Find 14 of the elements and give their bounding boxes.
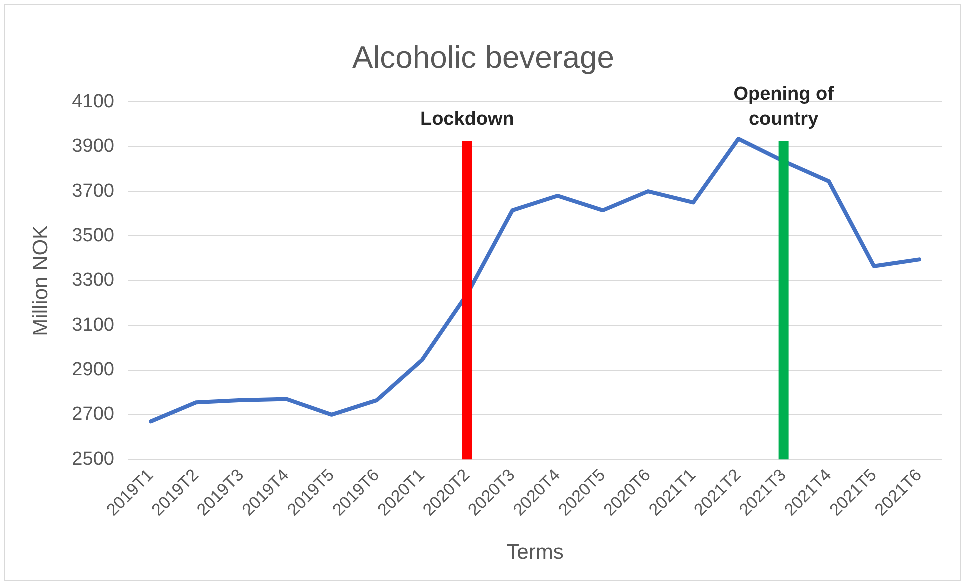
- y-axis-title: Million NOK: [29, 225, 52, 336]
- ref-line-label: Lockdown: [420, 109, 514, 130]
- x-axis-title: Terms: [506, 541, 564, 564]
- y-tick-label: 3900: [72, 136, 114, 158]
- chart-title: Alcoholic beverage: [352, 40, 614, 76]
- y-tick-label: 3500: [72, 225, 114, 246]
- ref-line-label: Opening of country: [734, 84, 835, 130]
- y-tick-label: 3100: [72, 314, 114, 336]
- y-tick-label: 3700: [72, 180, 114, 202]
- y-tick-label: 2900: [72, 359, 114, 380]
- y-tick-label: 4100: [72, 91, 114, 112]
- y-tick-label: 2700: [72, 404, 114, 426]
- y-tick-label: 3300: [72, 270, 114, 292]
- y-tick-label: 2500: [72, 448, 114, 470]
